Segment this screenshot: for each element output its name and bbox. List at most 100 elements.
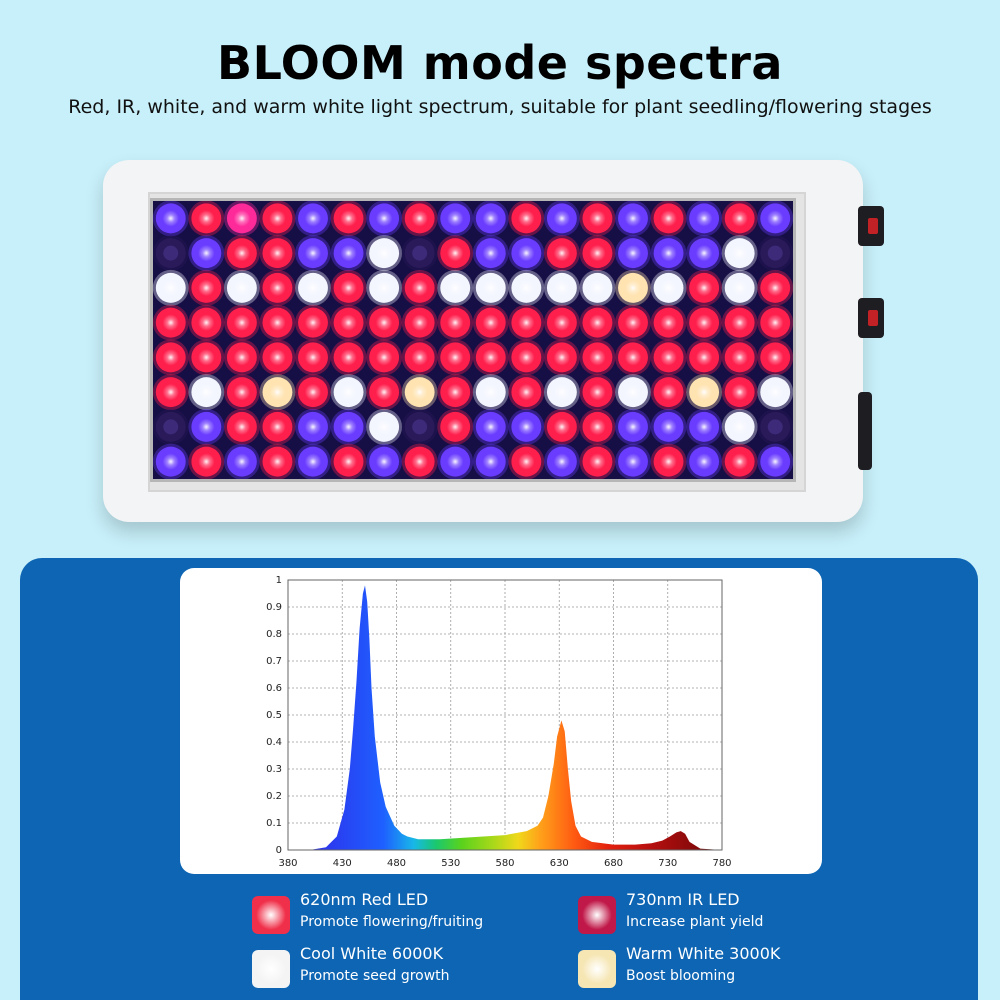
- led-bulb: [472, 374, 509, 411]
- led-bulb: [650, 304, 687, 341]
- led-bulb: [757, 201, 793, 237]
- y-tick-label: 0.3: [266, 764, 282, 775]
- led-bulb: [650, 408, 687, 445]
- led-bulb: [223, 374, 260, 411]
- led-bulb: [757, 443, 793, 479]
- led-bulb: [543, 374, 580, 411]
- y-tick-label: 1: [276, 575, 282, 586]
- legend-desc: Boost blooming: [626, 968, 736, 984]
- page-subtitle: Red, IR, white, and warm white light spe…: [68, 96, 932, 118]
- led-bulb: [153, 408, 189, 445]
- y-tick-label: 0.2: [266, 791, 282, 802]
- led-bulb: [259, 235, 296, 272]
- y-tick-label: 0.8: [266, 629, 282, 640]
- led-bulb: [686, 201, 723, 237]
- led-bulb: [579, 235, 616, 272]
- led-bulb: [223, 304, 260, 341]
- led-bulb: [401, 269, 438, 306]
- led-bulb: [366, 304, 403, 341]
- led-bulb: [615, 269, 651, 306]
- x-tick-label: 580: [495, 858, 514, 869]
- led-bulb: [721, 269, 758, 306]
- led-bulb: [508, 339, 545, 376]
- page-title: BLOOM mode spectra: [217, 36, 783, 90]
- x-tick-label: 730: [658, 858, 677, 869]
- led-bulb: [401, 374, 438, 411]
- led-bulb: [330, 304, 367, 341]
- led-bulb: [295, 339, 331, 376]
- led-bulb: [650, 201, 687, 237]
- led-bulb: [579, 201, 616, 237]
- led-bulb: [330, 443, 367, 479]
- led-bulb: [579, 374, 616, 411]
- led-bulb: [650, 339, 687, 376]
- x-tick-label: 380: [278, 858, 297, 869]
- switch-indicator-1: [868, 218, 878, 234]
- led-bulb: [259, 408, 296, 445]
- led-bulb: [153, 201, 189, 237]
- led-bulb: [757, 339, 793, 376]
- led-bulb: [615, 235, 651, 272]
- led-bulb: [295, 374, 331, 411]
- led-bulb: [579, 339, 616, 376]
- legend-name: Warm White 3000K: [626, 944, 781, 963]
- led-bulb: [721, 235, 758, 272]
- chart-axes: 380 430 480 530 580 630 680 730 780 0 0.1 0.2 0.3 0.4…: [266, 575, 731, 869]
- led-bulb: [153, 269, 189, 306]
- led-bulb: [153, 374, 189, 411]
- led-bulb: [579, 304, 616, 341]
- led-bulb: [472, 269, 509, 306]
- led-bulb: [330, 374, 367, 411]
- ir-led-icon: [578, 896, 616, 934]
- power-cord-socket: [858, 392, 872, 470]
- led-bulb: [366, 201, 403, 237]
- led-bulb: [366, 443, 403, 479]
- led-bulb: [721, 304, 758, 341]
- led-bulb: [295, 235, 331, 272]
- led-bulb: [650, 269, 687, 306]
- led-bulb: [223, 269, 260, 306]
- led-bulb: [686, 269, 723, 306]
- led-bulb: [472, 339, 509, 376]
- led-panel: [150, 198, 796, 482]
- led-bulb: [543, 443, 580, 479]
- led-bulb: [401, 304, 438, 341]
- led-bulb: [401, 408, 438, 445]
- led-bulb: [579, 408, 616, 445]
- led-bulb: [543, 304, 580, 341]
- legend-desc: Increase plant yield: [626, 914, 764, 930]
- led-bulb: [401, 201, 438, 237]
- led-bulb: [615, 374, 651, 411]
- y-tick-label: 0: [276, 845, 282, 856]
- power-switch-2: [858, 298, 884, 338]
- spectrum-chart: 380 430 480 530 580 630 680 730 780 0 0.1 0.2 0.3 0.4…: [266, 575, 731, 869]
- y-tick-label: 0.1: [266, 818, 282, 829]
- led-bulb: [366, 374, 403, 411]
- led-bulb: [153, 339, 189, 376]
- led-bulb: [721, 201, 758, 237]
- led-bulb: [686, 408, 723, 445]
- led-bulb: [472, 235, 509, 272]
- led-bulb: [650, 235, 687, 272]
- warm-white-led-icon: [578, 950, 616, 988]
- led-array: [153, 201, 793, 479]
- led-bulb: [188, 408, 225, 445]
- led-bulb: [153, 235, 189, 272]
- led-bulb: [543, 269, 580, 306]
- led-bulb: [437, 201, 474, 237]
- led-bulb: [223, 201, 260, 237]
- led-bulb: [508, 374, 545, 411]
- led-bulb: [330, 269, 367, 306]
- led-bulb: [757, 269, 793, 306]
- led-bulb: [650, 374, 687, 411]
- led-bulb: [721, 339, 758, 376]
- led-bulb: [366, 269, 403, 306]
- led-bulb: [295, 201, 331, 237]
- led-bulb: [615, 443, 651, 479]
- led-bulb: [472, 304, 509, 341]
- y-tick-label: 0.6: [266, 683, 282, 694]
- led-bulb: [757, 235, 793, 272]
- led-bulb: [437, 304, 474, 341]
- led-bulb: [686, 339, 723, 376]
- cool-white-led-icon: [252, 950, 290, 988]
